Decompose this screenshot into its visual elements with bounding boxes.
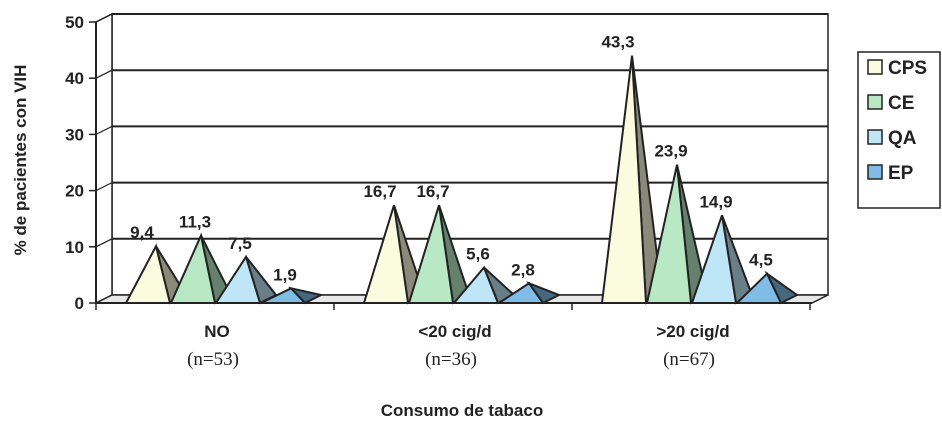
category-count: (n=53) (187, 349, 239, 370)
data-label-qa: 5,6 (466, 245, 490, 264)
pyramid-cps (600, 55, 648, 304)
data-label-cps: 16,7 (363, 182, 396, 201)
data-label-ep: 4,5 (749, 251, 773, 270)
y-tick-label: 40 (65, 69, 84, 88)
side-wall (95, 12, 113, 305)
data-label-ce: 11,3 (179, 212, 211, 231)
pyramid-ep (734, 272, 783, 304)
pyramid-qa (214, 254, 262, 304)
pyramid-ce (169, 232, 217, 304)
legend-label-cps: CPS (888, 58, 927, 79)
y-axis-title: % de pacientes con VIH (11, 65, 30, 256)
legend-label-ep: EP (888, 163, 914, 184)
pyramid-ep (495, 281, 545, 304)
legend: CPS CE QA EP (857, 51, 941, 209)
data-label-ep: 1,9 (273, 265, 297, 284)
pyramid-ep (260, 287, 308, 304)
pyramid-ce (645, 164, 693, 304)
pyramid-qa (451, 265, 500, 304)
gridline-side (95, 125, 113, 135)
y-tick-label: 30 (65, 125, 84, 144)
category-label: >20 cig/d (656, 322, 729, 341)
data-label-ce: 16,7 (416, 182, 449, 201)
gridlines (95, 13, 828, 248)
legend-items: CPS CE QA EP (867, 58, 927, 184)
category-count: (n=67) (663, 349, 715, 370)
data-label-ep: 2,8 (511, 260, 535, 279)
y-tick-label: 20 (65, 182, 84, 201)
data-marks (124, 55, 799, 305)
legend-label-ce: CE (888, 93, 914, 114)
y-tick-label: 0 (75, 294, 84, 313)
legend-swatch-ce (867, 94, 883, 110)
legend-swatch-qa (867, 129, 883, 145)
data-labels: 9,4 11,3 7,5 1,9 16,7 16,7 5,6 2,8 43,3 23,9 14,9 4… (130, 33, 773, 285)
legend-swatch-cps (867, 59, 883, 75)
legend-swatch-ep (867, 164, 883, 180)
pyramid-ce (407, 204, 455, 304)
y-tick-label: 10 (65, 238, 84, 257)
data-label-cps: 9,4 (130, 223, 154, 242)
legend-label-qa: QA (888, 128, 917, 149)
gridline-side (95, 182, 113, 192)
data-label-qa: 7,5 (228, 234, 252, 253)
pyramid-cps (362, 204, 410, 304)
gridline-side (95, 13, 113, 23)
y-tick-label: 50 (65, 13, 84, 32)
category-labels: NO (n=53) <20 cig/d (n=36) >20 cig/d (n=67) (95, 303, 811, 370)
category-label: NO (204, 322, 230, 341)
category-count: (n=36) (425, 349, 477, 370)
pyramid-cps (124, 243, 172, 304)
gridline-side (95, 238, 113, 248)
gridline-side (95, 69, 113, 79)
pyramid-qa (690, 214, 738, 304)
x-axis-title: Consumo de tabaco (381, 401, 543, 420)
data-label-ce: 23,9 (654, 142, 687, 161)
category-label: <20 cig/d (418, 322, 491, 341)
data-label-cps: 43,3 (601, 33, 634, 52)
data-label-qa: 14,9 (699, 192, 732, 211)
